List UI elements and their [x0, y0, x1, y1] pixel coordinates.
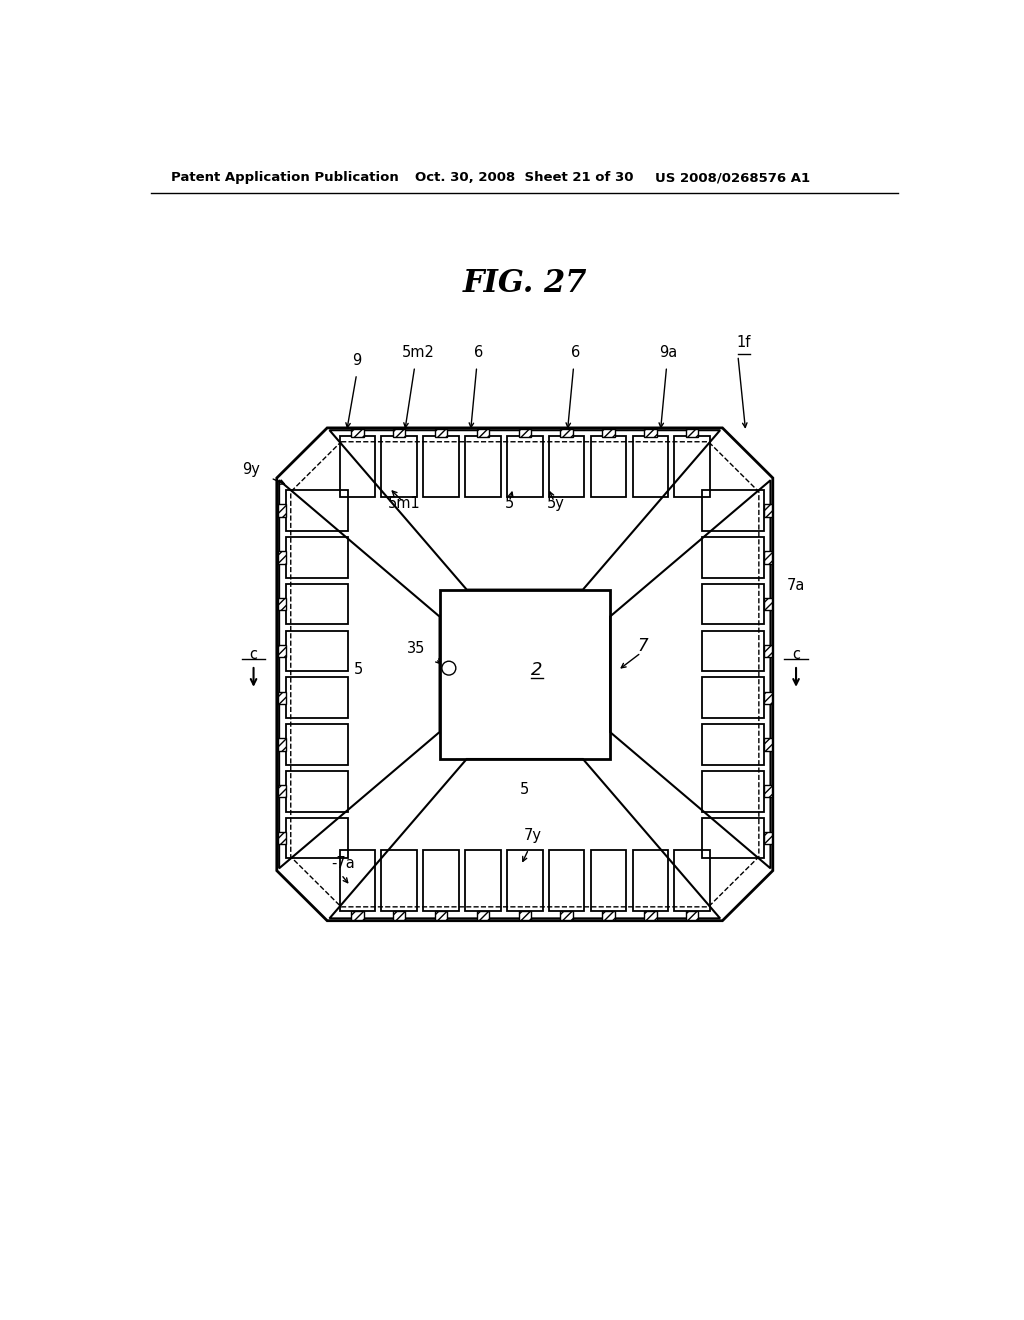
- Text: c: c: [250, 647, 258, 661]
- Polygon shape: [560, 429, 572, 437]
- Text: 1f: 1f: [737, 335, 752, 350]
- Text: FIG. 27: FIG. 27: [463, 268, 587, 298]
- Polygon shape: [435, 429, 447, 437]
- Polygon shape: [764, 738, 772, 751]
- Text: Patent Application Publication: Patent Application Publication: [171, 172, 398, 185]
- Text: 5: 5: [505, 496, 514, 511]
- Polygon shape: [764, 832, 772, 845]
- Polygon shape: [686, 911, 698, 920]
- Polygon shape: [330, 430, 720, 590]
- Polygon shape: [602, 429, 614, 437]
- Polygon shape: [278, 832, 286, 845]
- Polygon shape: [280, 480, 439, 869]
- Text: 6: 6: [474, 345, 483, 360]
- Text: 5m2: 5m2: [402, 345, 435, 360]
- Text: 9y: 9y: [242, 462, 260, 477]
- Polygon shape: [278, 504, 286, 516]
- Polygon shape: [686, 429, 698, 437]
- Polygon shape: [518, 429, 531, 437]
- Text: 9: 9: [352, 352, 361, 368]
- Polygon shape: [602, 911, 614, 920]
- Text: 7a: 7a: [786, 578, 805, 593]
- Polygon shape: [278, 738, 286, 751]
- Text: 5m1: 5m1: [388, 496, 421, 511]
- Text: c: c: [792, 647, 800, 661]
- Polygon shape: [351, 911, 364, 920]
- Polygon shape: [278, 644, 286, 657]
- Polygon shape: [393, 429, 406, 437]
- Polygon shape: [330, 759, 720, 919]
- Polygon shape: [560, 911, 572, 920]
- Polygon shape: [278, 598, 286, 610]
- Text: 5y: 5y: [547, 496, 565, 511]
- Polygon shape: [764, 598, 772, 610]
- Polygon shape: [644, 911, 656, 920]
- Polygon shape: [278, 785, 286, 797]
- Polygon shape: [764, 504, 772, 516]
- Polygon shape: [393, 911, 406, 920]
- Text: 2: 2: [530, 661, 542, 680]
- Polygon shape: [278, 552, 286, 564]
- Polygon shape: [518, 911, 531, 920]
- Text: 5: 5: [520, 781, 529, 797]
- Text: Oct. 30, 2008  Sheet 21 of 30: Oct. 30, 2008 Sheet 21 of 30: [415, 172, 633, 185]
- Text: 7y: 7y: [523, 828, 542, 843]
- Polygon shape: [477, 911, 489, 920]
- Polygon shape: [764, 552, 772, 564]
- Text: -7a: -7a: [331, 857, 354, 871]
- Text: 7: 7: [637, 638, 648, 655]
- Polygon shape: [764, 692, 772, 704]
- Polygon shape: [278, 692, 286, 704]
- Polygon shape: [764, 785, 772, 797]
- Polygon shape: [610, 480, 770, 869]
- Polygon shape: [764, 644, 772, 657]
- Text: 9a: 9a: [659, 345, 677, 360]
- Text: 6: 6: [570, 345, 580, 360]
- Text: US 2008/0268576 A1: US 2008/0268576 A1: [655, 172, 810, 185]
- Polygon shape: [351, 429, 364, 437]
- Text: 5: 5: [354, 663, 364, 677]
- Polygon shape: [644, 429, 656, 437]
- Polygon shape: [477, 429, 489, 437]
- Text: 35: 35: [408, 640, 426, 656]
- Polygon shape: [435, 911, 447, 920]
